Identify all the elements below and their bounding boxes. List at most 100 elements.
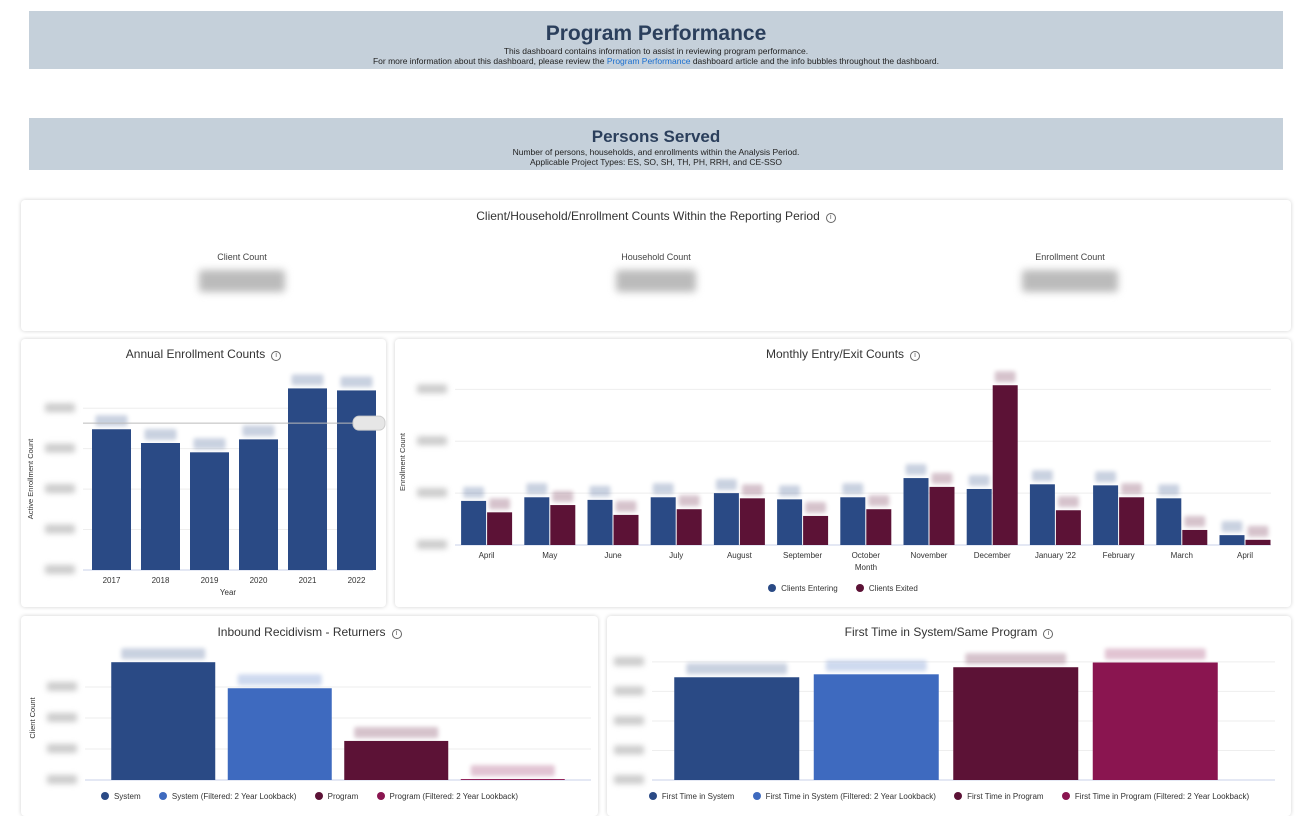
legend-clients-exited[interactable]: Clients Exited — [855, 584, 918, 593]
value-label-blurred — [291, 374, 324, 386]
bar — [550, 505, 576, 545]
value-label-blurred — [615, 500, 637, 512]
recidivism-title-text: Inbound Recidivism - Returners — [217, 625, 386, 639]
more-info-text: For more information about this dashboar… — [372, 56, 607, 66]
bar — [524, 497, 550, 545]
value-label-blurred — [95, 415, 128, 427]
legend-program-filtered[interactable]: Program (Filtered: 2 Year Lookback) — [376, 792, 518, 801]
bar — [840, 497, 866, 545]
value-label-blurred — [1095, 471, 1116, 483]
x-tick-label: June — [604, 551, 622, 560]
value-label-blurred — [463, 486, 484, 498]
info-icon[interactable]: i — [271, 351, 282, 361]
value-label-blurred — [716, 479, 737, 491]
section-banner: Persons Served Number of persons, househ… — [29, 118, 1283, 170]
x-tick-label: April — [479, 551, 495, 560]
first-time-title: First Time in System/Same Program i — [607, 625, 1291, 639]
info-icon[interactable]: i — [1043, 629, 1054, 639]
value-label-blurred — [237, 674, 322, 686]
more-info-text-end: dashboard article and the info bubbles t… — [690, 56, 940, 66]
x-tick-label: May — [542, 551, 557, 560]
legend-first-time-program[interactable]: First Time in Program — [954, 792, 1044, 801]
info-icon[interactable]: i — [825, 213, 836, 223]
y-tick-label-blurred — [417, 436, 447, 446]
client-count-value-blurred — [199, 270, 285, 292]
value-label-blurred — [1158, 484, 1180, 496]
legend-dot-icon — [1061, 792, 1070, 800]
value-label-blurred — [779, 485, 800, 497]
legend-dot-icon — [100, 792, 109, 800]
legend-label: First Time in Program (Filtered: 2 Year … — [1074, 792, 1250, 801]
x-tick-label: 2018 — [152, 576, 170, 585]
value-label-blurred — [552, 491, 574, 503]
legend-label: Program — [327, 792, 359, 801]
recidivism-chart: Client Count — [28, 648, 591, 784]
value-label-blurred — [121, 648, 206, 660]
section-title: Persons Served — [591, 127, 721, 146]
legend-first-time-program-filtered[interactable]: First Time in Program (Filtered: 2 Year … — [1061, 792, 1250, 801]
bar — [92, 429, 131, 570]
legend-dot-icon — [752, 792, 761, 800]
y-tick-label-blurred — [47, 682, 77, 691]
bar — [1055, 510, 1081, 545]
bar — [866, 509, 892, 545]
bar — [487, 512, 513, 545]
legend-label: First Time in Program — [967, 792, 1044, 801]
x-tick-label: 2020 — [250, 576, 268, 585]
monthly-legend: Clients Entering Clients Exited — [395, 584, 1291, 593]
counts-card-title: Client/Household/Enrollment Counts Withi… — [21, 209, 1291, 223]
legend-program[interactable]: Program — [314, 792, 359, 801]
value-label-blurred — [652, 483, 674, 495]
value-label-blurred — [825, 660, 927, 672]
value-label-blurred — [965, 653, 1067, 665]
x-tick-label: 2017 — [103, 576, 121, 585]
legend-clients-entering[interactable]: Clients Entering — [768, 584, 838, 593]
annual-enrollment-card: Annual Enrollment Counts i 2017 2018 2019 20… — [21, 339, 386, 607]
program-performance-link[interactable]: Program Performance — [606, 56, 691, 66]
value-label-blurred — [686, 663, 788, 675]
monthly-title-text: Monthly Entry/Exit Counts — [765, 347, 905, 361]
y-tick-label-blurred — [45, 443, 75, 453]
first-time-chart — [614, 648, 1275, 784]
info-icon[interactable]: i — [391, 629, 402, 639]
value-label-blurred — [1221, 521, 1243, 533]
legend-system[interactable]: System — [100, 792, 141, 801]
info-icon[interactable]: i — [910, 351, 921, 361]
enrollment-count-label: Enrollment Count — [1035, 252, 1105, 262]
y-axis-label: Active Enrollment Count — [26, 438, 35, 519]
legend-first-time-system-filtered[interactable]: First Time in System (Filtered: 2 Year L… — [752, 792, 936, 801]
bar — [190, 452, 229, 570]
header-description: This dashboard contains information to a… — [503, 46, 809, 56]
value-label-blurred — [678, 495, 700, 507]
bar — [460, 779, 565, 780]
x-tick-label: September — [783, 551, 822, 560]
value-label-blurred — [470, 765, 555, 777]
y-axis-label: Client Count — [28, 696, 37, 738]
value-label-blurred — [1104, 648, 1206, 660]
y-tick-label-blurred — [417, 488, 447, 498]
bar — [1245, 539, 1271, 545]
x-tick-label: August — [727, 551, 753, 560]
x-tick-label: March — [1171, 551, 1193, 560]
bar — [803, 515, 829, 545]
legend-dot-icon — [855, 584, 864, 592]
bar — [1219, 535, 1245, 545]
section-description: Number of persons, households, and enrol… — [512, 147, 800, 157]
bar — [1029, 484, 1055, 545]
x-tick-label: April — [1237, 551, 1253, 560]
legend-label: Clients Entering — [781, 584, 838, 593]
y-tick-label-blurred — [47, 775, 77, 784]
bar — [1119, 497, 1145, 545]
legend-dot-icon — [376, 792, 385, 800]
legend-first-time-system[interactable]: First Time in System — [648, 792, 734, 801]
y-tick-label-blurred — [45, 403, 75, 413]
enrollment-count-kpi: Enrollment Count — [970, 252, 1170, 297]
legend-dot-icon — [158, 792, 167, 800]
legend-system-filtered[interactable]: System (Filtered: 2 Year Lookback) — [158, 792, 296, 801]
y-tick-label-blurred — [614, 715, 644, 725]
x-axis-label: Month — [855, 563, 877, 572]
page-header-banner: Program Performance This dashboard conta… — [29, 11, 1283, 69]
annual-title-text: Annual Enrollment Counts — [125, 347, 266, 361]
bar — [1182, 529, 1208, 545]
reference-line-handle — [352, 415, 386, 431]
